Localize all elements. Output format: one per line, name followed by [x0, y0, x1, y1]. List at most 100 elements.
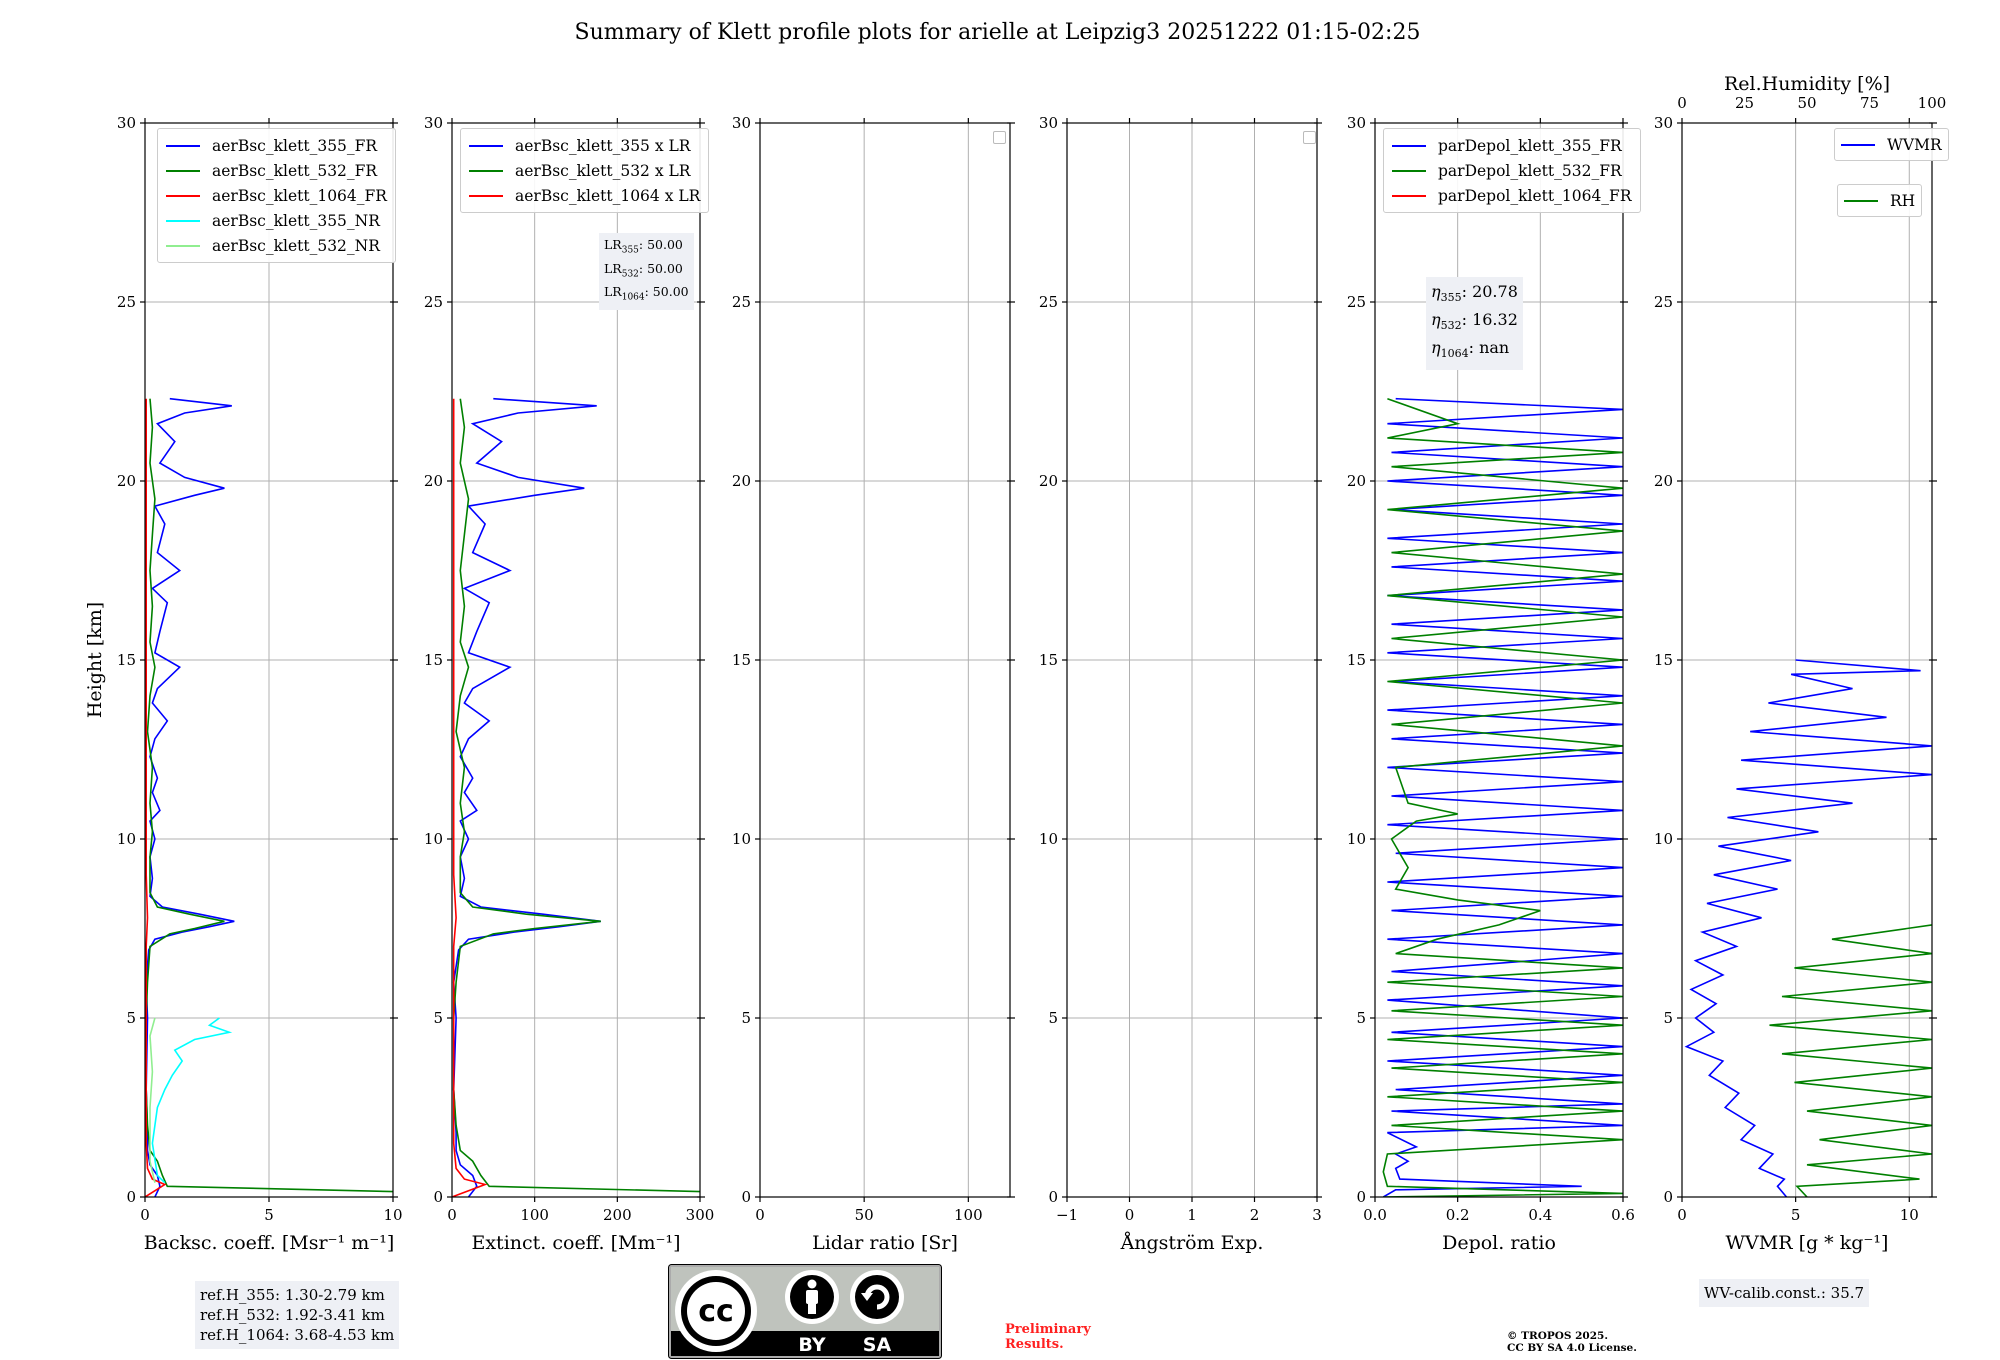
x-tick-label: 5	[264, 1206, 274, 1224]
x-axis-label: Extinct. coeff. [Mm⁻¹]	[471, 1232, 680, 1254]
legend-label: parDepol_klett_1064_FR	[1438, 186, 1632, 205]
series-line-parDepol_klett_532_FR	[1382, 397, 1623, 1197]
y-tick-label: 0	[741, 1188, 751, 1206]
y-tick-label: 10	[1039, 830, 1058, 848]
legend-entry: aerBsc_klett_355_FR	[166, 133, 387, 158]
legend-swatch	[469, 194, 503, 197]
y-tick-label: 5	[1048, 1009, 1058, 1027]
cc-text: cc	[698, 1294, 734, 1329]
legend-label: aerBsc_klett_355_FR	[212, 136, 378, 155]
legend-entry: aerBsc_klett_1064_FR	[166, 183, 387, 208]
series-line-aerBsc_klett_355_FR	[145, 397, 235, 1197]
y-tick-label: 10	[1654, 830, 1673, 848]
legend-swatch	[1844, 199, 1878, 202]
panel-2	[755, 118, 1015, 1202]
x-tick-label: 1	[1187, 1206, 1197, 1224]
x-tick-label: −1	[1056, 1206, 1078, 1224]
y-tick-label: 0	[433, 1188, 443, 1206]
x-axis-label: Lidar ratio [Sr]	[812, 1232, 958, 1254]
legend-label: aerBsc_klett_355 x LR	[515, 136, 691, 155]
y-tick-label: 20	[117, 472, 136, 490]
legend-label: aerBsc_klett_1064_FR	[212, 186, 387, 205]
x-tick-label: 0	[755, 1206, 765, 1224]
top-x-tick-label: 25	[1735, 94, 1754, 112]
legend-label: aerBsc_klett_1064 x LR	[515, 186, 701, 205]
y-tick-label: 25	[117, 293, 136, 311]
y-tick-label: 10	[117, 830, 136, 848]
x-tick-label: 0.4	[1528, 1206, 1552, 1224]
panel-5	[1677, 118, 1937, 1202]
series-line-aerBsc_klett_1064 x LR	[452, 398, 488, 1197]
ref-h-1064: ref.H_1064: 3.68-4.53 km	[200, 1326, 395, 1344]
x-tick-label: 0.6	[1611, 1206, 1635, 1224]
y-tick-label: 25	[1039, 293, 1058, 311]
y-tick-label: 15	[1347, 651, 1366, 669]
figure-title: Summary of Klett profile plots for ariel…	[574, 20, 1421, 45]
legend-entry: parDepol_klett_532_FR	[1392, 158, 1632, 183]
legend-entry: aerBsc_klett_355_NR	[166, 208, 387, 233]
y-tick-label: 0	[1663, 1188, 1673, 1206]
y-tick-label: 0	[1048, 1188, 1058, 1206]
y-tick-label: 30	[424, 114, 443, 132]
preliminary-note: Preliminary Results.	[1005, 1322, 1091, 1352]
x-tick-label: 0	[1677, 1206, 1687, 1224]
x-axis-label: Depol. ratio	[1442, 1232, 1556, 1254]
x-axis-label: Backsc. coeff. [Msr⁻¹ m⁻¹]	[144, 1232, 395, 1254]
series-line-RH	[1769, 924, 1932, 1197]
x-tick-label: 0	[447, 1206, 457, 1224]
y-tick-label: 0	[1356, 1188, 1366, 1206]
panel-4	[1370, 118, 1628, 1202]
legend-rh: RH	[1837, 184, 1923, 217]
legend-label: parDepol_klett_355_FR	[1438, 136, 1622, 155]
y-tick-label: 15	[732, 651, 751, 669]
series-line-aerBsc_klett_532_FR	[145, 398, 393, 1193]
y-tick-label: 20	[1347, 472, 1366, 490]
y-tick-label: 5	[1356, 1009, 1366, 1027]
top-x-tick-label: 100	[1918, 94, 1947, 112]
legend-swatch	[166, 244, 200, 247]
y-tick-label: 25	[1654, 293, 1673, 311]
y-tick-label: 30	[1654, 114, 1673, 132]
x-tick-label: 5	[1791, 1206, 1801, 1224]
x-tick-label: 0	[140, 1206, 150, 1224]
lr-532: LR532: 50.00	[604, 260, 683, 280]
legend-swatch	[166, 144, 200, 147]
y-tick-label: 20	[1654, 472, 1673, 490]
lidar-ratio-info: LR355: 50.00 LR532: 50.00 LR1064: 50.00	[599, 233, 694, 310]
y-tick-label: 30	[732, 114, 751, 132]
legend-swatch	[1392, 169, 1426, 172]
copyright-note: © TROPOS 2025. CC BY SA 4.0 License.	[1507, 1330, 1637, 1354]
top-x-tick-label: 0	[1677, 94, 1687, 112]
series-line-parDepol_klett_355_FR	[1382, 397, 1623, 1197]
x-tick-label: 3	[1312, 1206, 1322, 1224]
legend-swatch	[469, 144, 503, 147]
y-tick-label: 20	[732, 472, 751, 490]
y-tick-label: 15	[117, 651, 136, 669]
x-tick-label: 50	[855, 1206, 874, 1224]
y-tick-label: 10	[1347, 830, 1366, 848]
eta-info: η355: 20.78 η532: 16.32 η1064: nan	[1426, 277, 1523, 370]
series-line-aerBsc_klett_355_NR	[151, 1017, 233, 1184]
by-text: BY	[798, 1334, 825, 1356]
legend-label: RH	[1890, 191, 1916, 210]
x-axis-label: Ångström Exp.	[1120, 1232, 1264, 1254]
y-axis-label: Height [km]	[84, 602, 106, 718]
y-tick-label: 25	[424, 293, 443, 311]
x-tick-label: 2	[1250, 1206, 1260, 1224]
x-axis-label: WVMR [g * kg⁻¹]	[1726, 1232, 1889, 1254]
legend-entry: aerBsc_klett_532_FR	[166, 158, 387, 183]
y-tick-label: 20	[424, 472, 443, 490]
panel-3	[1062, 118, 1322, 1202]
legend-swatch	[166, 169, 200, 172]
legend-swatch	[166, 219, 200, 222]
y-tick-label: 5	[433, 1009, 443, 1027]
legend-extinction: aerBsc_klett_355 x LR aerBsc_klett_532 x …	[460, 128, 710, 213]
legend-entry: parDepol_klett_1064_FR	[1392, 183, 1632, 208]
y-tick-label: 20	[1039, 472, 1058, 490]
eta-1064: η1064: nan	[1431, 338, 1510, 361]
lr-1064: LR1064: 50.00	[604, 284, 689, 303]
empty-legend-angstrom	[1303, 131, 1316, 144]
copyright-line-2: CC BY SA 4.0 License.	[1507, 1342, 1637, 1354]
ref-h-532: ref.H_532: 1.92-3.41 km	[200, 1306, 385, 1324]
x-tick-label: 0.2	[1446, 1206, 1470, 1224]
